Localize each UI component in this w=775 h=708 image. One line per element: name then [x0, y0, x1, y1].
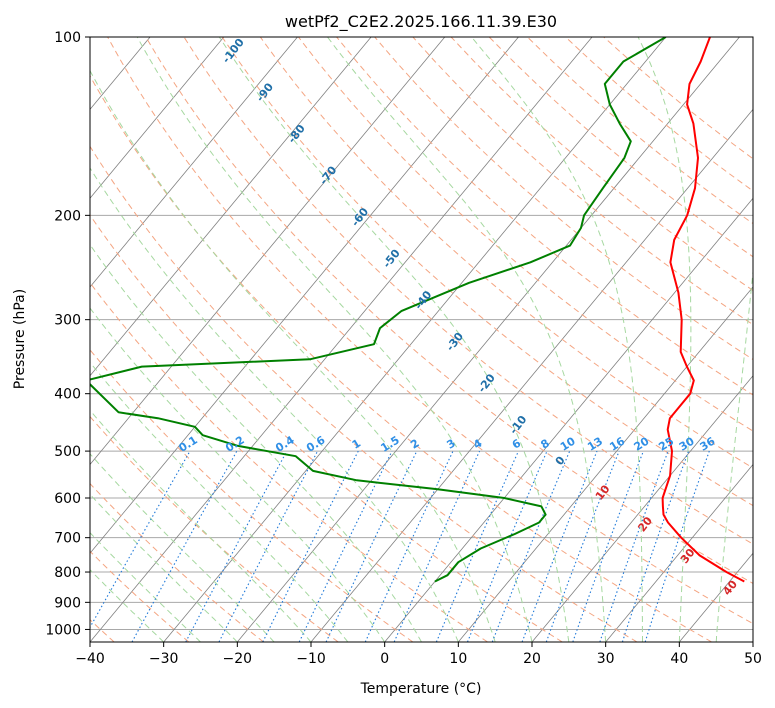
isotherm--20 [236, 37, 740, 642]
y-tick-label: 100 [54, 30, 81, 46]
moist-adiabat--15 [90, 453, 275, 642]
mixing-ratio-line-16 [545, 450, 620, 642]
chart-title: wetPf2_C2E2.2025.166.11.39.E30 [285, 12, 557, 32]
isotherm-0 [384, 197, 753, 642]
moist-adiabat-35 [471, 37, 643, 642]
y-tick-label: 900 [54, 595, 81, 611]
moist-adiabat-30 [327, 37, 607, 642]
mixing-ratio-line-6 [435, 450, 519, 642]
moist-adiabat-5 [90, 243, 422, 642]
isotherm--90 [90, 37, 225, 199]
profile-series [90, 37, 745, 583]
x-axis: −40 −30 −20 −10 0 10 20 30 40 50 [75, 642, 762, 667]
mixing-ratio-lines [90, 450, 710, 642]
dry-adiabat-0 [90, 348, 414, 642]
isotherm--50 [90, 37, 519, 554]
dry-adiabat-10 [90, 281, 488, 642]
mixing-ratio-line-0.2 [131, 450, 238, 642]
moist-adiabat-0 [90, 307, 386, 642]
isobar-grid [90, 37, 753, 630]
y-axis-label: Pressure (hPa) [12, 289, 28, 389]
mixing-ratio-line-25 [599, 450, 669, 642]
isotherm--60 [90, 37, 446, 466]
x-tick-label: −40 [75, 651, 105, 667]
isotherm-10 [457, 286, 753, 642]
dry-adiabat-110 [336, 37, 753, 396]
dry-adiabat-30 [90, 145, 638, 642]
moist-adiabat--5 [90, 361, 349, 642]
dry-adiabat-130 [412, 37, 753, 326]
moist-adiabat-45 [715, 266, 753, 642]
moist-adiabat-10 [90, 167, 459, 642]
profile-line-0 [661, 37, 745, 583]
y-tick-label: 300 [54, 313, 81, 329]
x-tick-label: 30 [597, 651, 615, 667]
plot-frame [89, 36, 754, 643]
x-tick-label: 20 [523, 651, 541, 667]
x-tick-label: −10 [296, 651, 326, 667]
y-tick-label: 200 [54, 208, 81, 224]
profile-line-1 [90, 37, 667, 583]
isotherm-30 [605, 463, 753, 642]
x-tick-label: 10 [449, 651, 467, 667]
y-tick-label: 400 [54, 387, 81, 403]
x-tick-label: −20 [223, 651, 253, 667]
moist-adiabats [90, 37, 753, 642]
isotherm-20 [531, 375, 753, 642]
moist-adiabat-25 [218, 37, 570, 642]
mixing-ratio-line-8 [466, 450, 548, 642]
x-tick-label: 40 [670, 651, 688, 667]
moist-adiabat-20 [136, 37, 533, 642]
y-tick-label: 500 [54, 444, 81, 460]
dry-adiabat--30 [90, 550, 190, 642]
moist-adiabat--25 [90, 532, 201, 642]
mixing-ratio-line-1 [262, 450, 359, 642]
y-tick-label: 700 [54, 531, 81, 547]
dry-adiabats [90, 37, 753, 642]
mixing-ratio-line-4 [393, 450, 481, 642]
mixing-ratio-line-13 [521, 450, 598, 642]
mixing-ratio-line-10 [491, 450, 571, 642]
dry-adiabat-120 [374, 37, 753, 361]
plot-area: 0.1 0.2 0.4 0.6 1 1.5 2 3 4 6 8 10 13 16 20 25 30 36-100-… [90, 37, 753, 642]
x-tick-label: −30 [149, 651, 179, 667]
x-tick-label: 0 [380, 651, 389, 667]
moist-adiabat-40 [637, 37, 692, 642]
isotherm--30 [163, 37, 667, 642]
mixing-ratio-line-0.4 [185, 450, 288, 642]
dry-adiabat--20 [90, 482, 264, 642]
moist-adiabat--30 [90, 569, 165, 642]
y-tick-label: 600 [54, 491, 81, 507]
y-tick-label: 800 [54, 565, 81, 581]
moist-adiabat--10 [90, 409, 312, 642]
mixing-ratio-line-36 [644, 450, 710, 642]
y-axis: 100 200 300 400 500 600 700 800 900 1000 [45, 30, 90, 638]
isotherm--80 [90, 37, 298, 288]
mixing-ratio-line-30 [621, 450, 690, 642]
x-axis-label: Temperature (°C) [360, 681, 482, 697]
x-tick-label: 50 [744, 651, 762, 667]
isotherm--70 [90, 37, 372, 377]
moist-adiabat--20 [90, 493, 238, 642]
y-tick-label: 1000 [45, 622, 81, 638]
mixing-ratio-line-0.1 [90, 450, 191, 629]
isotherm-grid [90, 37, 753, 642]
mixing-ratio-line-20 [572, 450, 644, 642]
dry-adiabat-40 [90, 74, 712, 642]
